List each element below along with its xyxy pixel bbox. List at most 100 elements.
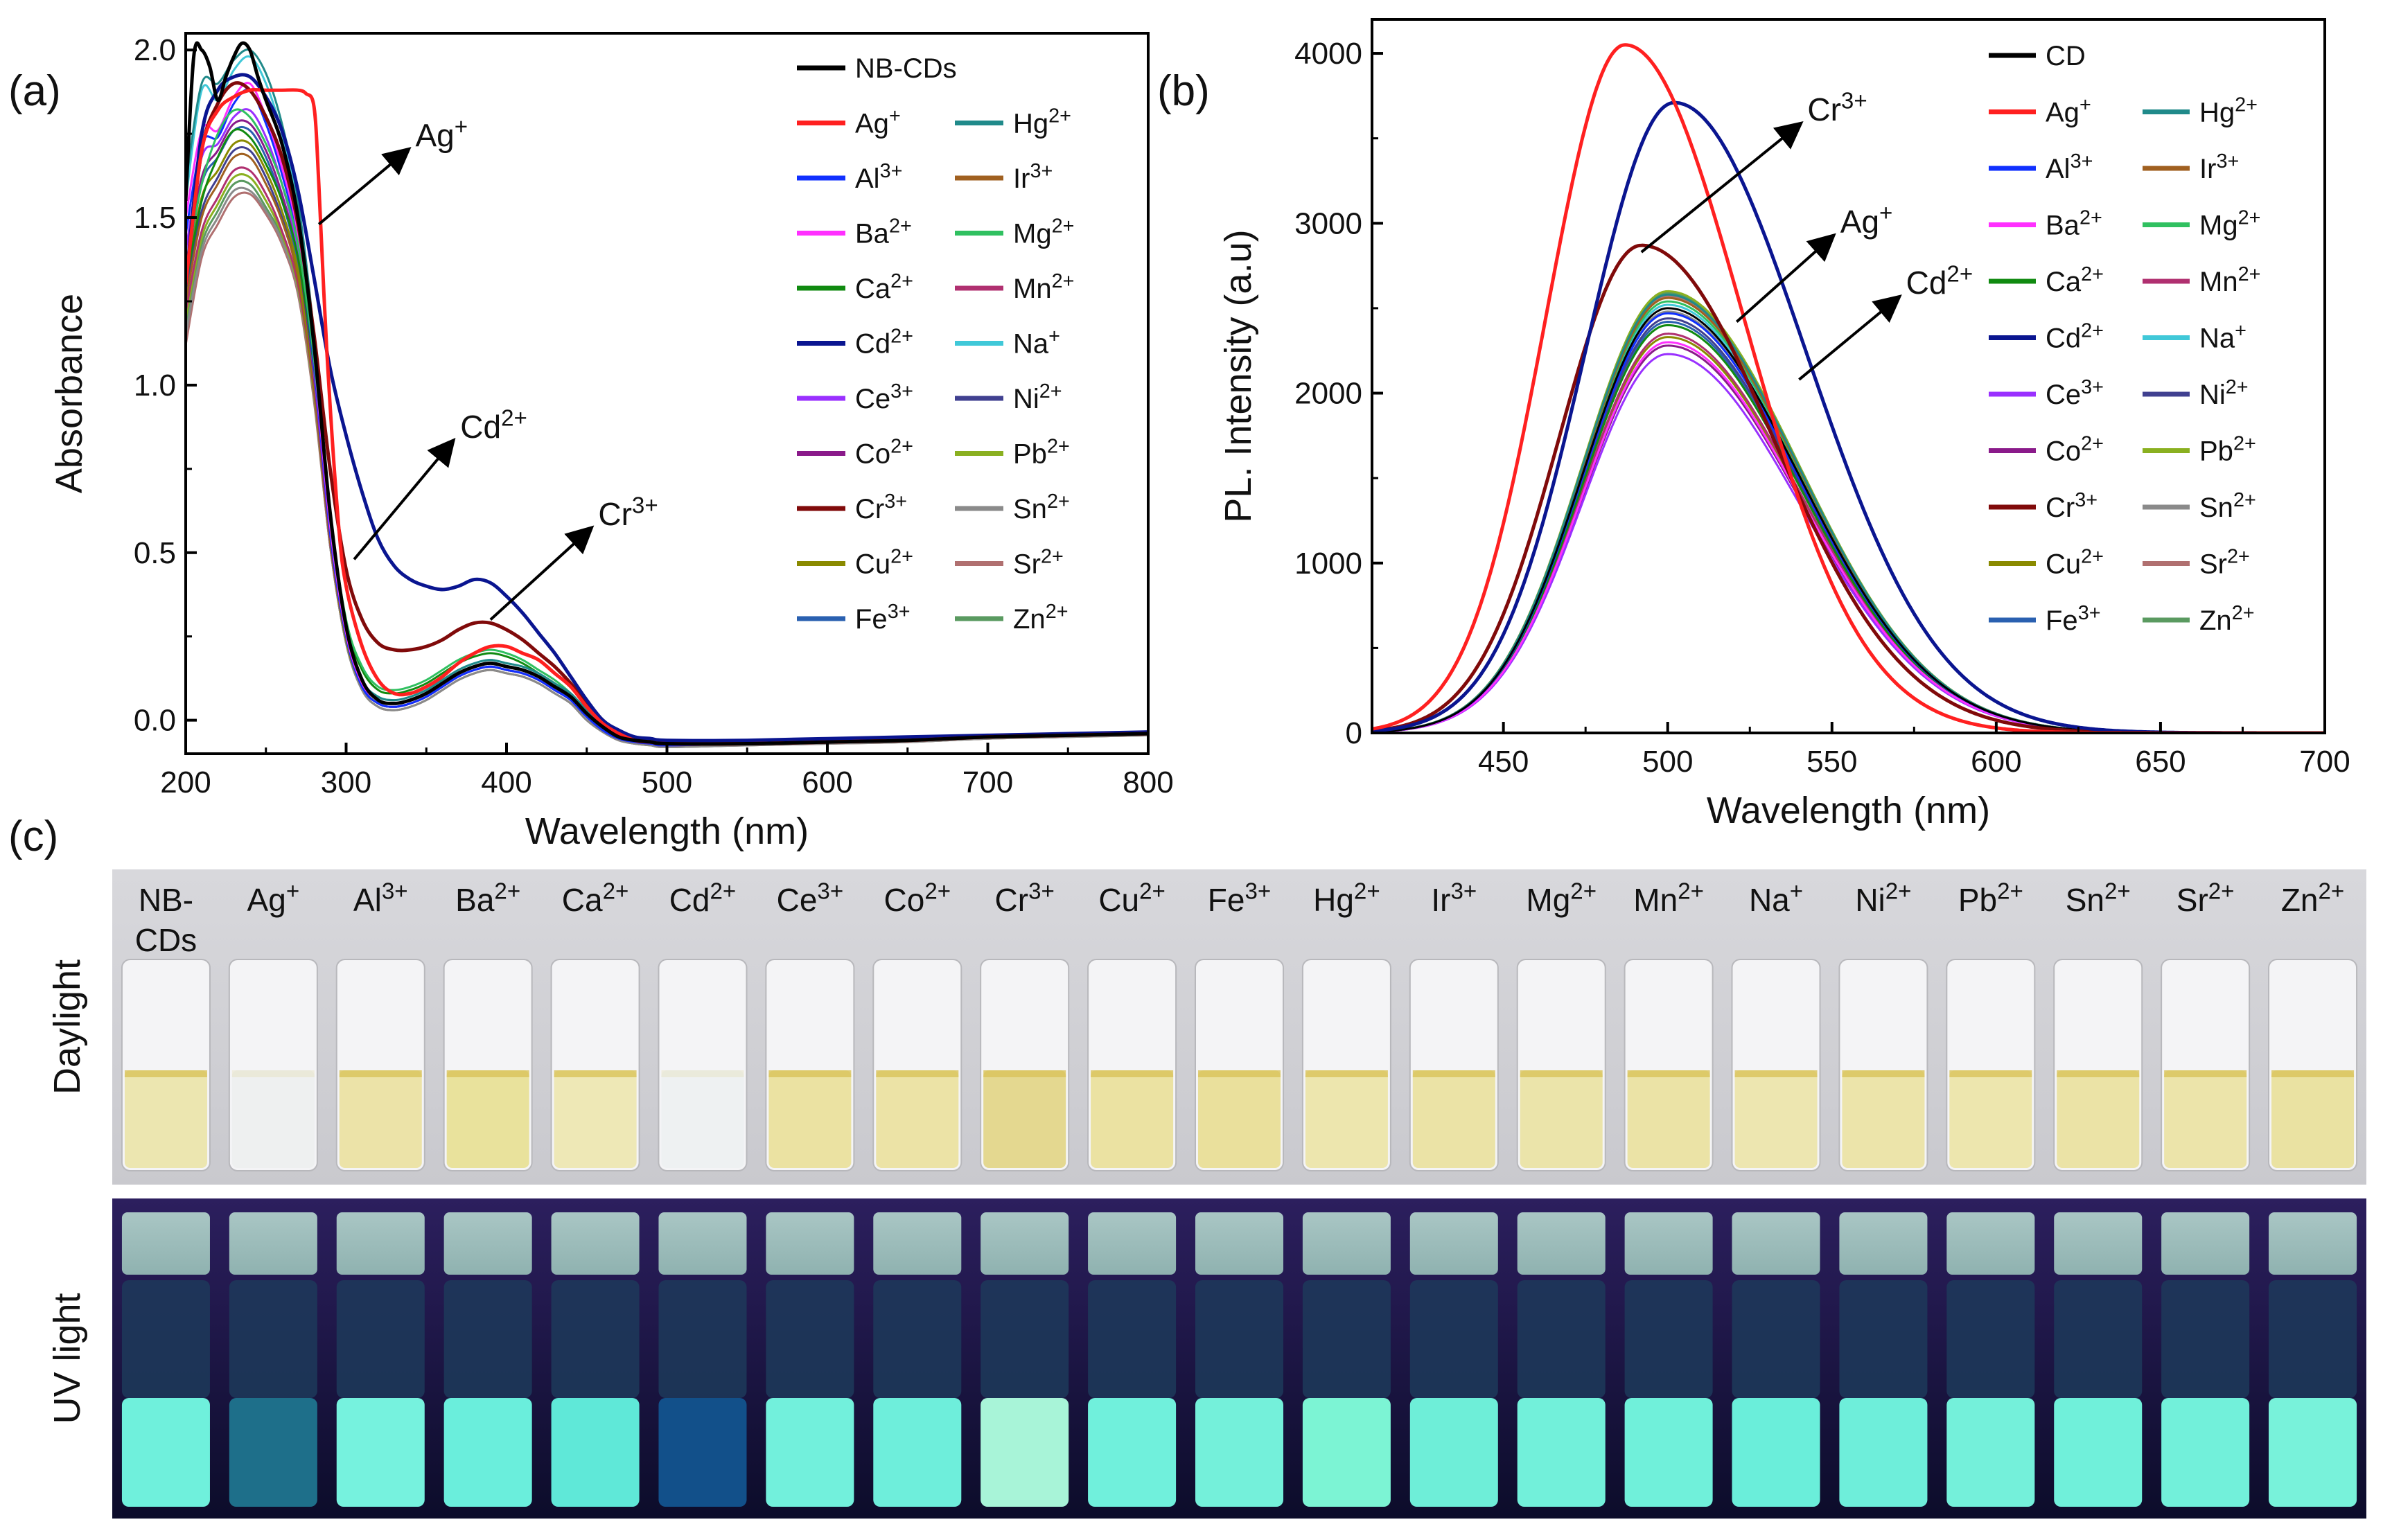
vial-meniscus (1197, 1070, 1281, 1077)
legend-label-ba2plus: Ba2+ (855, 215, 912, 249)
vial-label: Sn2+ (2066, 879, 2131, 918)
vial-meniscus (1305, 1070, 1388, 1077)
series-cd2plus (1372, 100, 2325, 733)
legend-label-agplus: Ag+ (855, 105, 901, 139)
series-ir3plus (1372, 297, 2325, 733)
legend-label-ir3plus: Ir3+ (1013, 160, 1053, 194)
legend-label-ir3plus: Ir3+ (2199, 150, 2239, 184)
x-tick-label: 500 (1642, 745, 1693, 779)
vial-cu2plus: Cu2+ (1087, 879, 1177, 1507)
vial-liquid-daylight (1520, 1070, 1603, 1168)
vial-label: Ce3+ (777, 879, 844, 918)
vial-cap-uv (873, 1212, 962, 1275)
vial-label: Ca2+ (562, 879, 629, 918)
vial-liquid-daylight (876, 1070, 959, 1168)
vial-label: Ni2+ (1855, 879, 1911, 918)
vial-co2plus: Co2+ (872, 879, 962, 1507)
vial-meniscus (1949, 1070, 2032, 1077)
vial-cap-uv (1946, 1212, 2035, 1275)
vial-liquid-daylight (1197, 1070, 1281, 1168)
vial-liquid-daylight (1842, 1070, 1925, 1168)
legend-label-cr3plus: Cr3+ (855, 490, 907, 524)
vial-liquid-uv (1732, 1398, 1820, 1507)
annotation-agplus: Ag+ (1840, 200, 1893, 239)
vial-glass-uv (658, 1280, 747, 1398)
legend: NB-CDs Ag+ Hg2+ Al3+ Ir3+ Ba2+ Mg2+ Ca2+ Mn2+ Cd2… (797, 53, 1074, 635)
vial-meniscus (1842, 1070, 1925, 1077)
vial-label: Ag+ (247, 879, 300, 918)
vial-cap-uv (981, 1212, 1069, 1275)
legend-label-naplus: Na+ (1013, 325, 1060, 359)
annotation-arrow (1640, 121, 1804, 254)
vial-meniscus (124, 1070, 207, 1077)
vial-cap-uv (2269, 1212, 2357, 1275)
vial-liquid-uv (766, 1398, 854, 1507)
annotation-agplus: Ag+ (415, 114, 468, 153)
x-axis-label: Wavelength (nm) (525, 811, 809, 852)
vial-liquid-uv (2161, 1398, 2250, 1507)
y-tick-label: 2000 (1294, 377, 1362, 411)
y-tick-label: 2.0 (134, 33, 176, 67)
annotation-arrow (1735, 233, 1836, 324)
vial-label: Co2+ (884, 879, 951, 918)
legend-label-cu2plus: Cu2+ (2046, 545, 2104, 579)
panel-label-c: (c) (8, 813, 58, 860)
vial-sr2plus: Sr2+ (2161, 879, 2251, 1507)
legend-label-al3plus: Al3+ (855, 160, 902, 194)
legend-label-pb2plus: Pb2+ (2199, 432, 2256, 466)
vial-liquid-uv (1517, 1398, 1606, 1507)
vial-ce3plus: Ce3+ (765, 879, 855, 1507)
legend-label-mn2plus: Mn2+ (1013, 270, 1074, 304)
vial-glass-uv (2269, 1280, 2357, 1398)
vial-liquid-daylight (1627, 1070, 1710, 1168)
legend-label-cd2plus: Cd2+ (855, 325, 913, 359)
series-cr3plus (1372, 243, 2325, 733)
annotation-cr3plus: Cr3+ (1807, 89, 1867, 127)
vial-glass-uv (1302, 1280, 1391, 1398)
legend-label-ba2plus: Ba2+ (2046, 206, 2102, 240)
x-tick-label: 700 (2299, 745, 2350, 779)
vial-liquid-uv (1839, 1398, 1928, 1507)
vial-liquid-daylight (124, 1070, 207, 1168)
plot-frame (1371, 18, 2326, 734)
legend-label-al3plus: Al3+ (2046, 150, 2093, 184)
vial-liquid-daylight (2271, 1070, 2355, 1168)
series-agplus (1372, 43, 2325, 733)
series-sr2plus (1372, 295, 2325, 733)
vial-cr3plus: Cr3+ (980, 879, 1070, 1507)
legend-label-co2plus: Co2+ (855, 435, 913, 469)
legend-label-ni2plus: Ni2+ (1013, 380, 1062, 414)
row-label-uv: UV light (46, 1293, 88, 1424)
vial-label-line2: CDs (135, 922, 197, 958)
legend-label-pb2plus: Pb2+ (1013, 435, 1070, 469)
vial-cap-uv (1732, 1212, 1820, 1275)
vial-glass-uv (1409, 1280, 1498, 1398)
vial-label: Cu2+ (1098, 879, 1166, 918)
legend-label-ca2plus: Ca2+ (855, 270, 913, 304)
vial-meniscus (1627, 1070, 1710, 1077)
legend-label-cd: CD (2046, 41, 2086, 71)
vial-sn2plus: Sn2+ (2053, 879, 2143, 1507)
y-tick-label: 1.5 (134, 201, 176, 235)
legend-label-cu2plus: Cu2+ (855, 545, 913, 579)
annotation-cr3plus: Cr3+ (598, 493, 658, 531)
legend-label-fe3plus: Fe3+ (855, 601, 911, 635)
vial-liquid-daylight (2057, 1070, 2140, 1168)
vial-label: Hg2+ (1313, 879, 1380, 918)
y-tick-label: 4000 (1294, 37, 1362, 71)
vial-glass-uv (1195, 1280, 1284, 1398)
y-tick-label: 0 (1346, 716, 1362, 750)
series-fe3plus (1372, 321, 2325, 733)
series-cd2plus (186, 73, 1148, 743)
vial-meniscus (2271, 1070, 2355, 1077)
vial-cap-uv (1195, 1212, 1284, 1275)
legend-label-sr2plus: Sr2+ (2199, 545, 2250, 579)
series-zn2plus (1372, 292, 2325, 733)
vial-glass-uv (766, 1280, 854, 1398)
vial-glass-uv (336, 1280, 425, 1398)
vial-liquid-uv (658, 1398, 747, 1507)
x-tick-label: 800 (1123, 765, 1173, 799)
vial-liquid-daylight (1412, 1070, 1495, 1168)
vial-label: Sr2+ (2177, 879, 2235, 918)
